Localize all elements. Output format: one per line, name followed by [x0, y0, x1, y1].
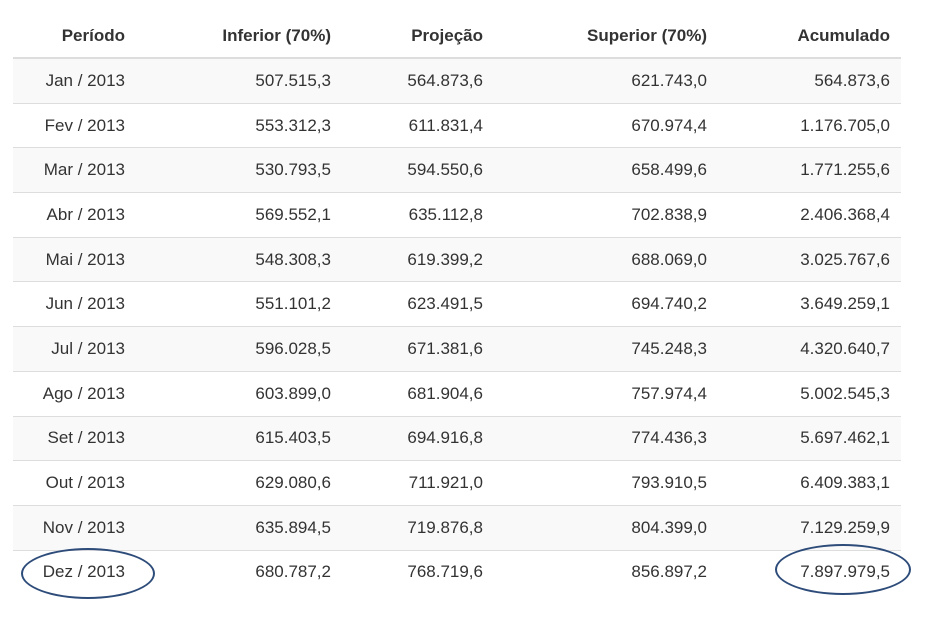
table-row: Jan / 2013 507.515,3 564.873,6 621.743,0 564…	[13, 58, 901, 103]
table-row: Ago / 2013 603.899,0 681.904,6 757.974,4 5.0…	[13, 370, 901, 416]
cell-projecao: 619.399,2	[407, 249, 483, 269]
cell-inferior: 551.101,2	[255, 294, 331, 314]
cell-periodo: Nov / 2013	[42, 517, 125, 537]
table-row: Jul / 2013 596.028,5 671.381,6 745.248,3 4.3…	[13, 326, 901, 371]
cell-projecao: 671.381,6	[407, 338, 483, 358]
cell-acumulado: 4.320.640,7	[800, 338, 890, 358]
cell-superior: 670.974,4	[631, 115, 707, 135]
cell-projecao: 768.719,6	[407, 562, 483, 582]
cell-acumulado: 3.649.259,1	[800, 294, 890, 314]
table-row: Fev / 2013 553.312,3 611.831,4 670.974,4 1.1…	[13, 102, 901, 148]
header-superior: Superior (70%)	[587, 25, 707, 45]
cell-projecao: 719.876,8	[407, 517, 483, 537]
cell-periodo: Abr / 2013	[46, 204, 125, 224]
cell-acumulado: 1.771.255,6	[800, 160, 890, 180]
cell-superior: 757.974,4	[631, 383, 707, 403]
forecast-table: Período Inferior (70%) Projeção Superior…	[13, 14, 901, 594]
cell-inferior: 548.308,3	[255, 249, 331, 269]
cell-periodo: Set / 2013	[47, 428, 125, 448]
cell-periodo: Jul / 2013	[51, 338, 125, 358]
header-acumulado: Acumulado	[797, 25, 890, 45]
cell-projecao: 635.112,8	[408, 204, 483, 224]
cell-inferior: 615.403,5	[255, 428, 331, 448]
cell-acumulado: 2.406.368,4	[800, 204, 890, 224]
cell-superior: 621.743,0	[631, 70, 707, 90]
cell-superior: 774.436,3	[631, 428, 707, 448]
cell-inferior: 629.080,6	[255, 473, 331, 493]
cell-superior: 688.069,0	[631, 249, 707, 269]
cell-projecao: 681.904,6	[407, 383, 483, 403]
cell-projecao: 564.873,6	[407, 70, 483, 90]
cell-inferior: 553.312,3	[255, 115, 331, 135]
cell-acumulado: 1.176.705,0	[800, 115, 890, 135]
table-row: Mai / 2013 548.308,3 619.399,2 688.069,0 3.0…	[13, 236, 901, 282]
cell-projecao: 623.491,5	[407, 294, 483, 314]
cell-acumulado: 7.129.259,9	[800, 517, 890, 537]
cell-acumulado: 5.002.545,3	[800, 383, 890, 403]
cell-superior: 804.399,0	[631, 517, 707, 537]
table-header: Período Inferior (70%) Projeção Superior…	[13, 14, 901, 58]
cell-acumulado: 3.025.767,6	[800, 249, 890, 269]
highlight-ellipse-acumulado	[775, 544, 911, 595]
cell-inferior: 680.787,2	[255, 562, 331, 582]
cell-periodo: Jan / 2013	[45, 70, 125, 90]
header-inferior: Inferior (70%)	[222, 25, 331, 45]
cell-superior: 793.910,5	[631, 473, 707, 493]
cell-periodo: Mar / 2013	[43, 160, 125, 180]
cell-projecao: 594.550,6	[407, 160, 483, 180]
cell-periodo: Jun / 2013	[45, 294, 125, 314]
cell-periodo: Mai / 2013	[45, 249, 125, 269]
cell-acumulado: 6.409.383,1	[800, 473, 890, 493]
cell-superior: 694.740,2	[631, 294, 707, 314]
table-row: Set / 2013 615.403,5 694.916,8 774.436,3 5.6…	[13, 415, 901, 461]
cell-superior: 658.499,6	[631, 160, 707, 180]
highlight-ellipse-dez	[21, 548, 155, 599]
cell-periodo: Out / 2013	[45, 473, 125, 493]
cell-periodo: Ago / 2013	[42, 383, 125, 403]
header-projecao: Projeção	[411, 25, 483, 45]
table-row: Mar / 2013 530.793,5 594.550,6 658.499,6 1.7…	[13, 147, 901, 193]
cell-inferior: 507.515,3	[255, 70, 331, 90]
table-row: Jun / 2013 551.101,2 623.491,5 694.740,2 3.6…	[13, 281, 901, 326]
table-row: Nov / 2013 635.894,5 719.876,8 804.399,0 7.1…	[13, 504, 901, 550]
cell-superior: 745.248,3	[631, 338, 707, 358]
cell-projecao: 611.831,4	[408, 115, 483, 135]
cell-acumulado: 5.697.462,1	[800, 428, 890, 448]
cell-acumulado: 564.873,6	[814, 70, 890, 90]
cell-inferior: 530.793,5	[255, 160, 331, 180]
cell-inferior: 569.552,1	[255, 204, 331, 224]
cell-inferior: 596.028,5	[255, 338, 331, 358]
cell-superior: 702.838,9	[631, 204, 707, 224]
table-row: Out / 2013 629.080,6 711.921,0 793.910,5 6.4…	[13, 460, 901, 505]
cell-inferior: 603.899,0	[255, 383, 331, 403]
table-row: Abr / 2013 569.552,1 635.112,8 702.838,9 2.4…	[13, 192, 901, 237]
cell-superior: 856.897,2	[631, 562, 707, 582]
cell-inferior: 635.894,5	[255, 517, 331, 537]
header-periodo: Período	[61, 25, 125, 45]
cell-periodo: Fev / 2013	[44, 115, 125, 135]
cell-projecao: 694.916,8	[407, 428, 483, 448]
cell-projecao: 711.921,0	[408, 473, 483, 493]
